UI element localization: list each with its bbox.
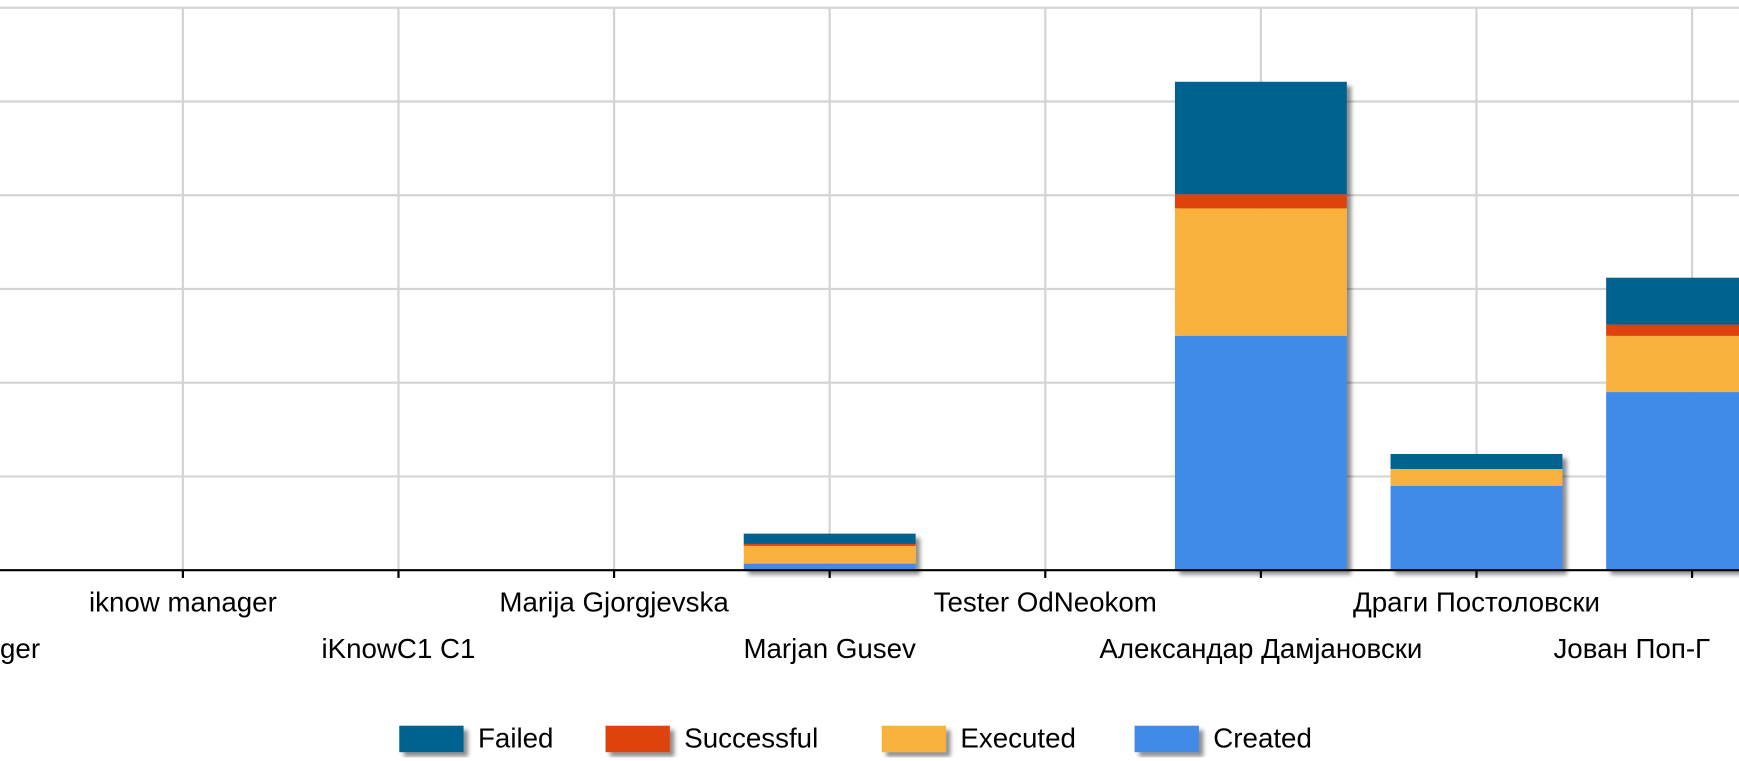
x-tick-label: Marija Gjorgjevska <box>499 587 729 618</box>
bar-stack <box>1390 453 1563 571</box>
x-tick-label: iknow manager <box>89 587 277 618</box>
legend-swatch <box>881 725 947 753</box>
bar-segment <box>743 533 916 544</box>
bar-segment <box>743 543 916 546</box>
bar-segment <box>1174 81 1347 195</box>
x-tick-label: Marjan Gusev <box>743 633 916 664</box>
bar-segment <box>1174 208 1347 336</box>
bar-stack <box>743 533 916 571</box>
bar-segment <box>1606 324 1739 336</box>
x-tick-label: Александар Дамјановски <box>1099 633 1422 664</box>
legend-swatch <box>605 725 670 753</box>
legend-label: Created <box>1213 722 1312 753</box>
bar-segment <box>1606 277 1739 325</box>
bar-segment <box>1390 453 1563 469</box>
x-tick-label: ger <box>0 633 40 664</box>
legend-label: Executed <box>960 722 1076 753</box>
legend-label: Failed <box>478 722 553 753</box>
bar-segment <box>1174 194 1347 209</box>
bar-stack <box>1606 277 1739 571</box>
bar-segment <box>1606 392 1739 571</box>
x-tick-label: Tester OdNeokom <box>934 587 1157 618</box>
legend-swatch <box>1134 725 1199 753</box>
bar-segment <box>1390 485 1563 571</box>
bar-segment <box>743 563 916 571</box>
bar-stack <box>1174 81 1347 571</box>
bar-segment <box>1390 468 1563 486</box>
bar-segment <box>1606 335 1739 393</box>
bar-segment <box>743 545 916 564</box>
legend-label: Successful <box>684 722 818 753</box>
x-tick-label: iKnowC1 C1 <box>321 633 475 664</box>
axis: ger iknow manager iKnowC1 C1 Marija Gjorgje… <box>0 569 1739 664</box>
bars <box>743 81 1739 571</box>
bar-segment <box>1174 335 1347 571</box>
x-tick-label: Јован Поп-Г <box>1553 633 1710 664</box>
legend-swatch <box>399 725 464 753</box>
x-tick-label: Драги Постоловски <box>1353 587 1600 618</box>
legend: Failed Successful Executed Created <box>399 722 1312 753</box>
